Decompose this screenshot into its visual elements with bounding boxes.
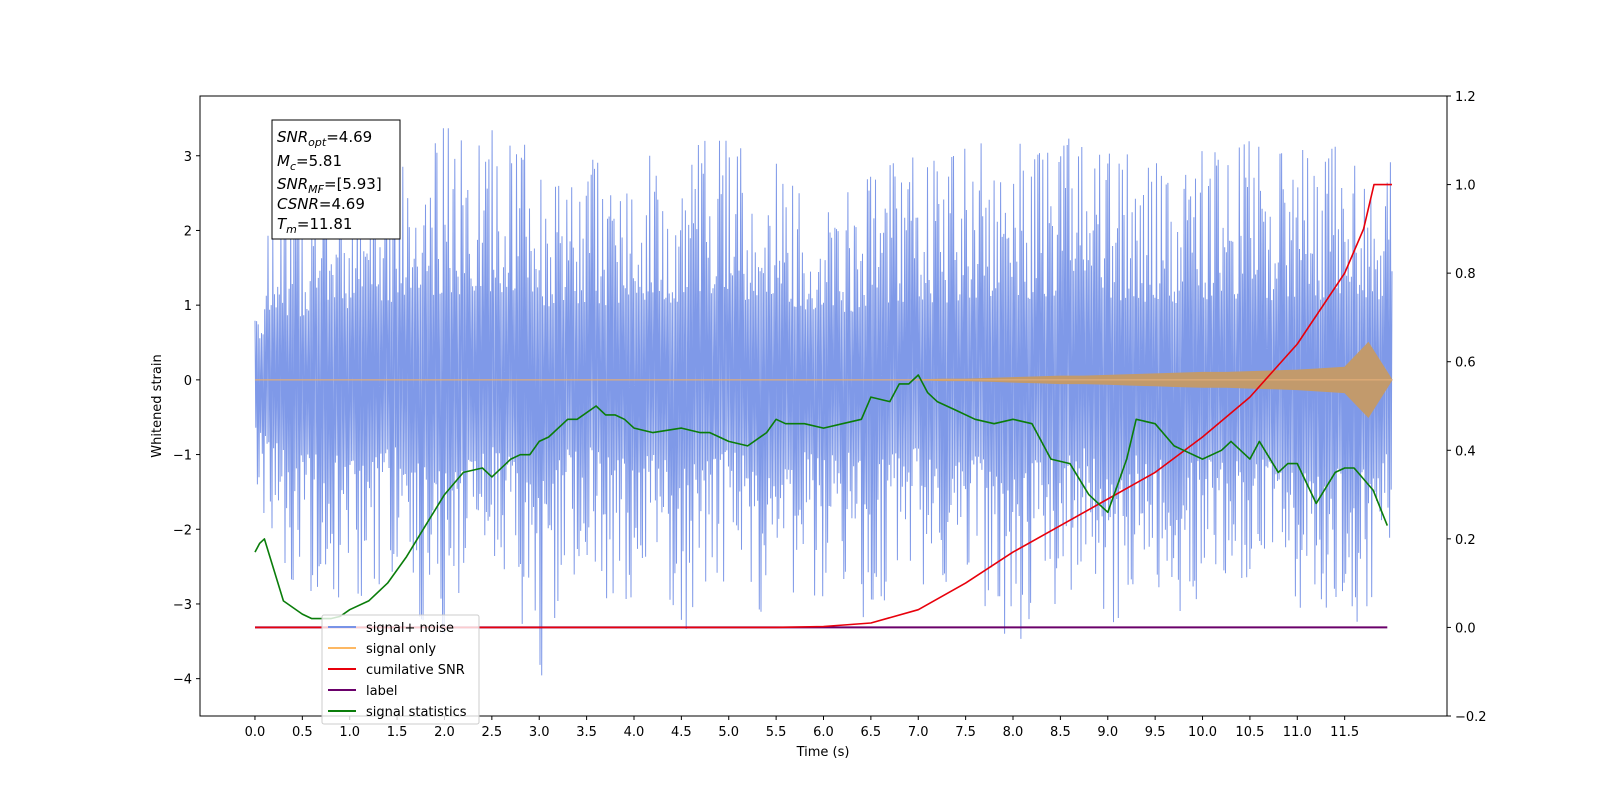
legend-label: signal only: [366, 642, 436, 657]
x-tick-label: 11.5: [1330, 725, 1359, 740]
right-y-tick-label: −0.2: [1455, 710, 1487, 725]
x-tick-label: 11.0: [1283, 725, 1312, 740]
annotation-frame: [271, 119, 401, 240]
x-tick-label: 0.0: [245, 725, 266, 740]
x-tick-label: 9.5: [1145, 725, 1166, 740]
annotation-box: SNRopt=4.69 Mc=5.81 SNRMF=[5.93] CSNR=4.…: [271, 119, 401, 240]
legend-label: signal statistics: [366, 705, 467, 720]
x-axis-label: Time (s): [796, 745, 850, 760]
annotation-line: Tm=11.81: [277, 215, 352, 236]
series-signal-noise: [254, 128, 1393, 676]
x-tick-label: 8.0: [1003, 725, 1024, 740]
left-y-axis: 3 2 1 0 −1 −2 −3 −4: [173, 150, 200, 688]
left-y-tick-label: −3: [173, 598, 192, 613]
legend-frame: [321, 614, 480, 725]
x-tick-label: 7.0: [908, 725, 929, 740]
left-y-tick-label: −2: [173, 523, 192, 538]
annotation-line: Mc=5.81: [277, 152, 342, 173]
left-y-tick-label: 0: [184, 374, 192, 389]
right-y-axis: 1.2 1.0 0.8 0.6 0.4 0.2 0.0 −0.2: [1447, 90, 1487, 725]
series-cumulative-snr: [255, 183, 1392, 629]
right-y-tick-label: 0.8: [1455, 267, 1476, 282]
x-tick-label: 5.0: [718, 725, 739, 740]
right-y-tick-label: 0.0: [1455, 621, 1476, 636]
right-y-tick-label: 1.2: [1455, 90, 1476, 105]
x-tick-label: 5.5: [766, 725, 787, 740]
right-y-tick-label: 0.6: [1455, 356, 1476, 371]
left-y-tick-label: 1: [184, 299, 192, 314]
left-y-tick-label: 2: [184, 224, 192, 239]
right-y-tick-label: 0.4: [1455, 444, 1476, 459]
annotation-line: SNRMF=[5.93]: [277, 175, 382, 196]
x-tick-label: 10.5: [1235, 725, 1264, 740]
right-y-tick-label: 1.0: [1455, 179, 1476, 194]
x-tick-label: 3.0: [529, 725, 550, 740]
x-tick-label: 7.5: [955, 725, 976, 740]
left-y-tick-label: 3: [184, 150, 192, 165]
x-tick-label: 4.5: [671, 725, 692, 740]
plot-area: [254, 128, 1393, 676]
legend-label: cumilative SNR: [366, 663, 465, 678]
x-axis: 0.0 0.5 1.0 1.5 2.0 2.5 3.0 3.5 4.0 4.5 5.0 5.5 6.0 6…: [245, 716, 1359, 740]
x-tick-label: 1.5: [387, 725, 408, 740]
annotation-line: CSNR=4.69: [277, 195, 365, 213]
x-tick-label: 8.5: [1050, 725, 1071, 740]
x-tick-label: 3.5: [576, 725, 597, 740]
left-y-tick-label: −4: [173, 673, 192, 688]
x-tick-label: 2.5: [482, 725, 503, 740]
x-tick-label: 1.0: [339, 725, 360, 740]
annotation-line: SNRopt=4.69: [277, 128, 372, 149]
x-tick-label: 6.5: [861, 725, 882, 740]
x-tick-label: 6.0: [813, 725, 834, 740]
x-tick-label: 10.0: [1188, 725, 1217, 740]
y-axis-label: Whitened strain: [150, 354, 165, 457]
x-tick-label: 4.0: [624, 725, 645, 740]
x-tick-label: 9.0: [1097, 725, 1118, 740]
left-y-tick-label: −1: [173, 449, 192, 464]
legend-label: label: [366, 684, 397, 699]
legend-label: signal+ noise: [366, 621, 454, 636]
series-signal-statistics: [254, 374, 1389, 620]
x-tick-label: 2.0: [434, 725, 455, 740]
right-y-tick-label: 0.2: [1455, 533, 1476, 548]
x-tick-label: 0.5: [292, 725, 313, 740]
legend: signal+ noise signal only cumilative SNR la…: [321, 614, 480, 725]
